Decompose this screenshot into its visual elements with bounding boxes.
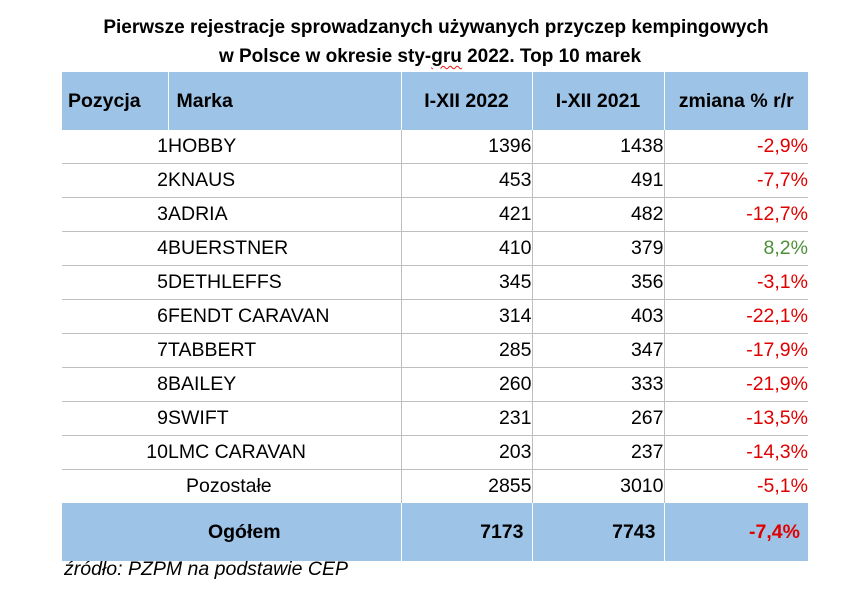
total-row: Ogółem 7173 7743 -7,4% [62, 503, 808, 561]
header-change: zmiana % r/r [664, 72, 808, 130]
table-row: 10 LMC CARAVAN 203 237 -14,3% [62, 435, 808, 470]
others-row: Pozostałe 2855 3010 -5,1% [62, 469, 808, 503]
value-2022-cell: 345 [401, 265, 533, 300]
position-cell: 3 [62, 197, 168, 232]
total-2021: 7743 [532, 503, 665, 561]
header-2022: I-XII 2022 [401, 72, 533, 130]
total-label: Ogółem [62, 503, 402, 561]
brand-cell: KNAUS [168, 163, 402, 198]
header-brand: Marka [168, 72, 402, 130]
change-cell: -22,1% [664, 299, 808, 334]
change-cell: 8,2% [664, 231, 808, 266]
table-row: 6 FENDT CARAVAN 314 403 -22,1% [62, 299, 808, 334]
table-row: 4 BUERSTNER 410 379 8,2% [62, 231, 808, 266]
change-cell: -21,9% [664, 367, 808, 402]
change-cell: -17,9% [664, 333, 808, 368]
others-label: Pozostałe [62, 469, 402, 503]
change-cell: -2,9% [664, 130, 808, 164]
value-2021-cell: 237 [532, 435, 665, 470]
brand-cell: HOBBY [168, 130, 402, 164]
header-position: Pozycja [62, 72, 169, 130]
value-2021-cell: 482 [532, 197, 665, 232]
value-2021-cell: 356 [532, 265, 665, 300]
change-cell: -13,5% [664, 401, 808, 436]
position-cell: 4 [62, 231, 168, 266]
others-2021: 3010 [532, 469, 665, 503]
table-row: 5 DETHLEFFS 345 356 -3,1% [62, 265, 808, 300]
others-2022: 2855 [401, 469, 533, 503]
value-2021-cell: 333 [532, 367, 665, 402]
change-cell: -7,7% [664, 163, 808, 198]
change-cell: -12,7% [664, 197, 808, 232]
brand-cell: TABBERT [168, 333, 402, 368]
title-line-2-suffix: 2022. Top 10 marek [461, 46, 642, 67]
table-row: 8 BAILEY 260 333 -21,9% [62, 367, 808, 402]
table-row: 1 HOBBY 1396 1438 -2,9% [62, 130, 808, 164]
table-row: 7 TABBERT 285 347 -17,9% [62, 333, 808, 368]
value-2022-cell: 285 [401, 333, 533, 368]
header-2021: I-XII 2021 [532, 72, 665, 130]
value-2021-cell: 491 [532, 163, 665, 198]
value-2022-cell: 314 [401, 299, 533, 334]
position-cell: 7 [62, 333, 168, 368]
brand-cell: ADRIA [168, 197, 402, 232]
brand-cell: BAILEY [168, 367, 402, 402]
brand-cell: LMC CARAVAN [168, 435, 402, 470]
position-cell: 1 [62, 130, 168, 164]
value-2021-cell: 379 [532, 231, 665, 266]
brand-cell: DETHLEFFS [168, 265, 402, 300]
position-cell: 2 [62, 163, 168, 198]
registrations-table: Pozycja Marka I-XII 2022 I-XII 2021 zmia… [62, 72, 808, 561]
value-2022-cell: 260 [401, 367, 533, 402]
brand-cell: FENDT CARAVAN [168, 299, 402, 334]
value-2022-cell: 421 [401, 197, 533, 232]
table-row: 2 KNAUS 453 491 -7,7% [62, 163, 808, 198]
value-2022-cell: 453 [401, 163, 533, 198]
value-2021-cell: 1438 [532, 130, 665, 164]
position-cell: 5 [62, 265, 168, 300]
value-2022-cell: 231 [401, 401, 533, 436]
source-note: źródło: PZPM na podstawie CEP [64, 558, 348, 580]
change-cell: -14,3% [664, 435, 808, 470]
position-cell: 8 [62, 367, 168, 402]
table-row: 3 ADRIA 421 482 -12,7% [62, 197, 808, 232]
position-cell: 6 [62, 299, 168, 334]
position-cell: 10 [62, 435, 168, 470]
page-title-line-1: Pierwsze rejestracje sprowadzanych używa… [103, 17, 769, 38]
brand-cell: SWIFT [168, 401, 402, 436]
spellcheck-underlined-word: gru [431, 46, 462, 67]
value-2021-cell: 347 [532, 333, 665, 368]
brand-cell: BUERSTNER [168, 231, 402, 266]
page-title-line-2: w Polsce w okresie sty-gru 2022. Top 10 … [0, 44, 860, 70]
table-row: 9 SWIFT 231 267 -13,5% [62, 401, 808, 436]
value-2021-cell: 267 [532, 401, 665, 436]
total-2022: 7173 [401, 503, 533, 561]
others-change: -5,1% [757, 475, 808, 497]
value-2021-cell: 403 [532, 299, 665, 334]
value-2022-cell: 410 [401, 231, 533, 266]
change-cell: -3,1% [664, 265, 808, 300]
table-header-row: Pozycja Marka I-XII 2022 I-XII 2021 zmia… [62, 72, 808, 130]
title-line-2-prefix: w Polsce w okresie sty- [218, 46, 432, 67]
position-cell: 9 [62, 401, 168, 436]
value-2022-cell: 1396 [401, 130, 533, 164]
value-2022-cell: 203 [401, 435, 533, 470]
total-change: -7,4% [664, 503, 808, 561]
